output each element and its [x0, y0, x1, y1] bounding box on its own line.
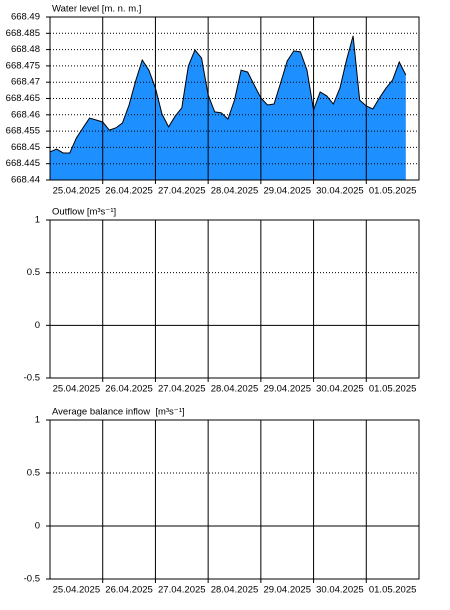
- x-tick-label: 28.04.2025: [211, 186, 259, 197]
- panel-title: Average balance inflow [m³s⁻¹]: [52, 407, 185, 418]
- y-tick-label: -0.5: [24, 373, 40, 384]
- y-tick-label: 668.475: [6, 60, 40, 71]
- x-tick-label: 30.04.2025: [316, 384, 364, 395]
- x-tick-label: 25.04.2025: [53, 186, 101, 197]
- y-tick-label: 0.5: [27, 468, 40, 479]
- y-tick-label: 668.45: [11, 142, 40, 153]
- y-tick-label: 0: [35, 521, 40, 532]
- x-tick-label: 26.04.2025: [105, 384, 153, 395]
- area-line: [49, 35, 407, 154]
- x-tick-label: 29.04.2025: [263, 384, 311, 395]
- x-tick-label: 25.04.2025: [53, 384, 101, 395]
- y-tick-label: 668.48: [11, 44, 40, 55]
- plot-border: [49, 16, 420, 181]
- x-tick-label: 26.04.2025: [105, 186, 153, 197]
- y-tick-label: 668.465: [6, 93, 40, 104]
- x-tick-label: 01.05.2025: [369, 585, 417, 596]
- y-tick-label: 668.445: [6, 158, 40, 169]
- x-tick-label: 27.04.2025: [158, 585, 206, 596]
- panel-title: Water level [m. n. m.]: [52, 4, 141, 15]
- y-tick-label: 668.47: [11, 77, 40, 88]
- y-tick-label: 1: [35, 415, 40, 426]
- panel-title: Outflow [m³s⁻¹]: [52, 207, 116, 218]
- x-tick-label: 01.05.2025: [369, 186, 417, 197]
- y-tick-label: 668.46: [11, 109, 40, 120]
- y-tick-label: -0.5: [24, 574, 40, 585]
- y-tick-label: 0.5: [27, 267, 40, 278]
- x-tick-label: 29.04.2025: [263, 186, 311, 197]
- x-tick-label: 29.04.2025: [263, 585, 311, 596]
- x-tick-label: 01.05.2025: [369, 384, 417, 395]
- y-tick-label: 668.49: [11, 12, 40, 23]
- x-tick-label: 26.04.2025: [105, 585, 153, 596]
- plot-border: [49, 419, 420, 580]
- x-tick-label: 28.04.2025: [211, 384, 259, 395]
- y-tick-label: 668.485: [6, 28, 40, 39]
- x-tick-label: 27.04.2025: [158, 384, 206, 395]
- x-tick-label: 30.04.2025: [316, 585, 364, 596]
- x-tick-label: 25.04.2025: [53, 585, 101, 596]
- y-tick-label: 0: [35, 320, 40, 331]
- x-tick-label: 30.04.2025: [316, 186, 364, 197]
- y-tick-label: 668.44: [11, 175, 40, 186]
- x-tick-label: 28.04.2025: [211, 585, 259, 596]
- plot-border: [49, 219, 420, 379]
- y-tick-label: 1: [35, 215, 40, 226]
- x-tick-label: 27.04.2025: [158, 186, 206, 197]
- y-tick-label: 668.455: [6, 126, 40, 137]
